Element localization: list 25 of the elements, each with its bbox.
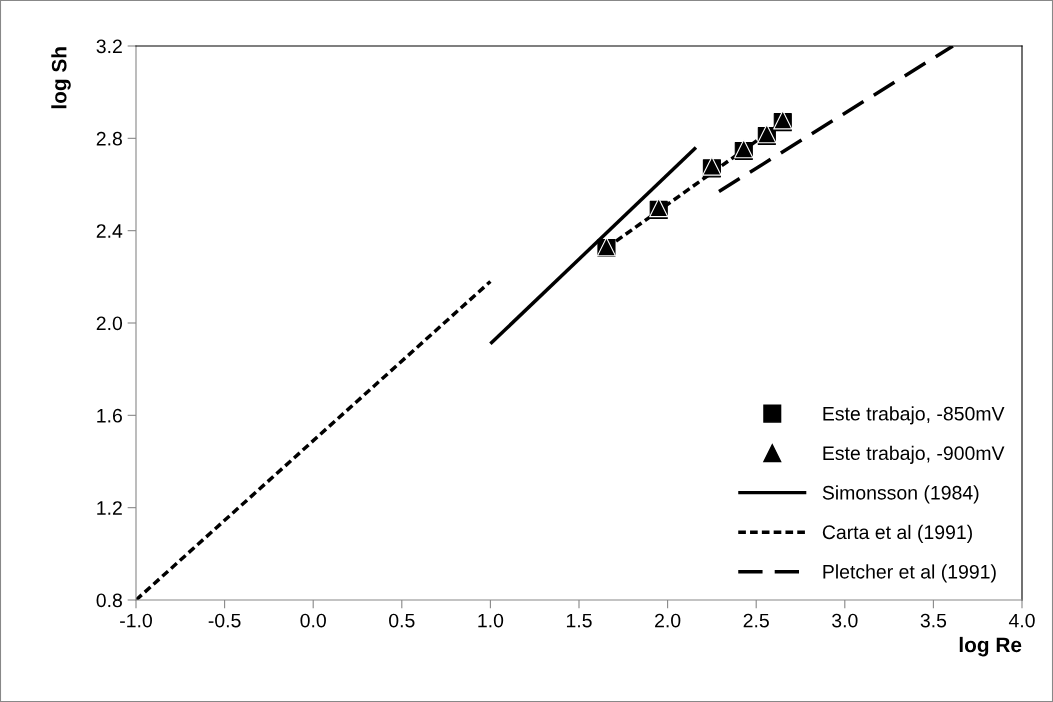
x-tick-label: 0.5 [389, 613, 415, 628]
x-axis-title: log Re [959, 636, 1022, 657]
y-tick-label: 3.2 [96, 39, 122, 54]
x-tick-label: 2.5 [743, 613, 769, 628]
y-tick-label: 2.0 [96, 316, 123, 331]
y-tick-label: 1.2 [97, 501, 122, 515]
legend-label: Simonsson (1984) [822, 485, 979, 504]
x-tick-label: 3.5 [920, 613, 947, 628]
legend-label: Este trabajo, -850mV [823, 406, 1005, 425]
x-tick-label: -1.0 [120, 613, 152, 628]
legend-label: Carta et al (1991) [822, 524, 972, 543]
y-axis-title: log Sh [51, 47, 71, 109]
legend-label: Pletcher et al (1991) [823, 564, 996, 583]
x-tick-label: 1.5 [566, 613, 592, 628]
x-tick-label: 3.0 [832, 613, 858, 628]
y-tick-label: 1.6 [97, 408, 122, 423]
y-tick-label: 0.8 [96, 593, 122, 608]
y-tick-label: 2.8 [96, 131, 122, 146]
x-tick-label: 0.0 [300, 613, 326, 628]
x-tick-label: 2.0 [655, 613, 681, 628]
x-tick-label: 1.0 [478, 613, 504, 628]
y-tick-label: 2.4 [96, 224, 123, 238]
x-tick-label: -0.5 [208, 613, 241, 628]
legend-label: Este trabajo, -900mV [823, 445, 1005, 464]
x-tick-label: 4.0 [1008, 613, 1035, 628]
